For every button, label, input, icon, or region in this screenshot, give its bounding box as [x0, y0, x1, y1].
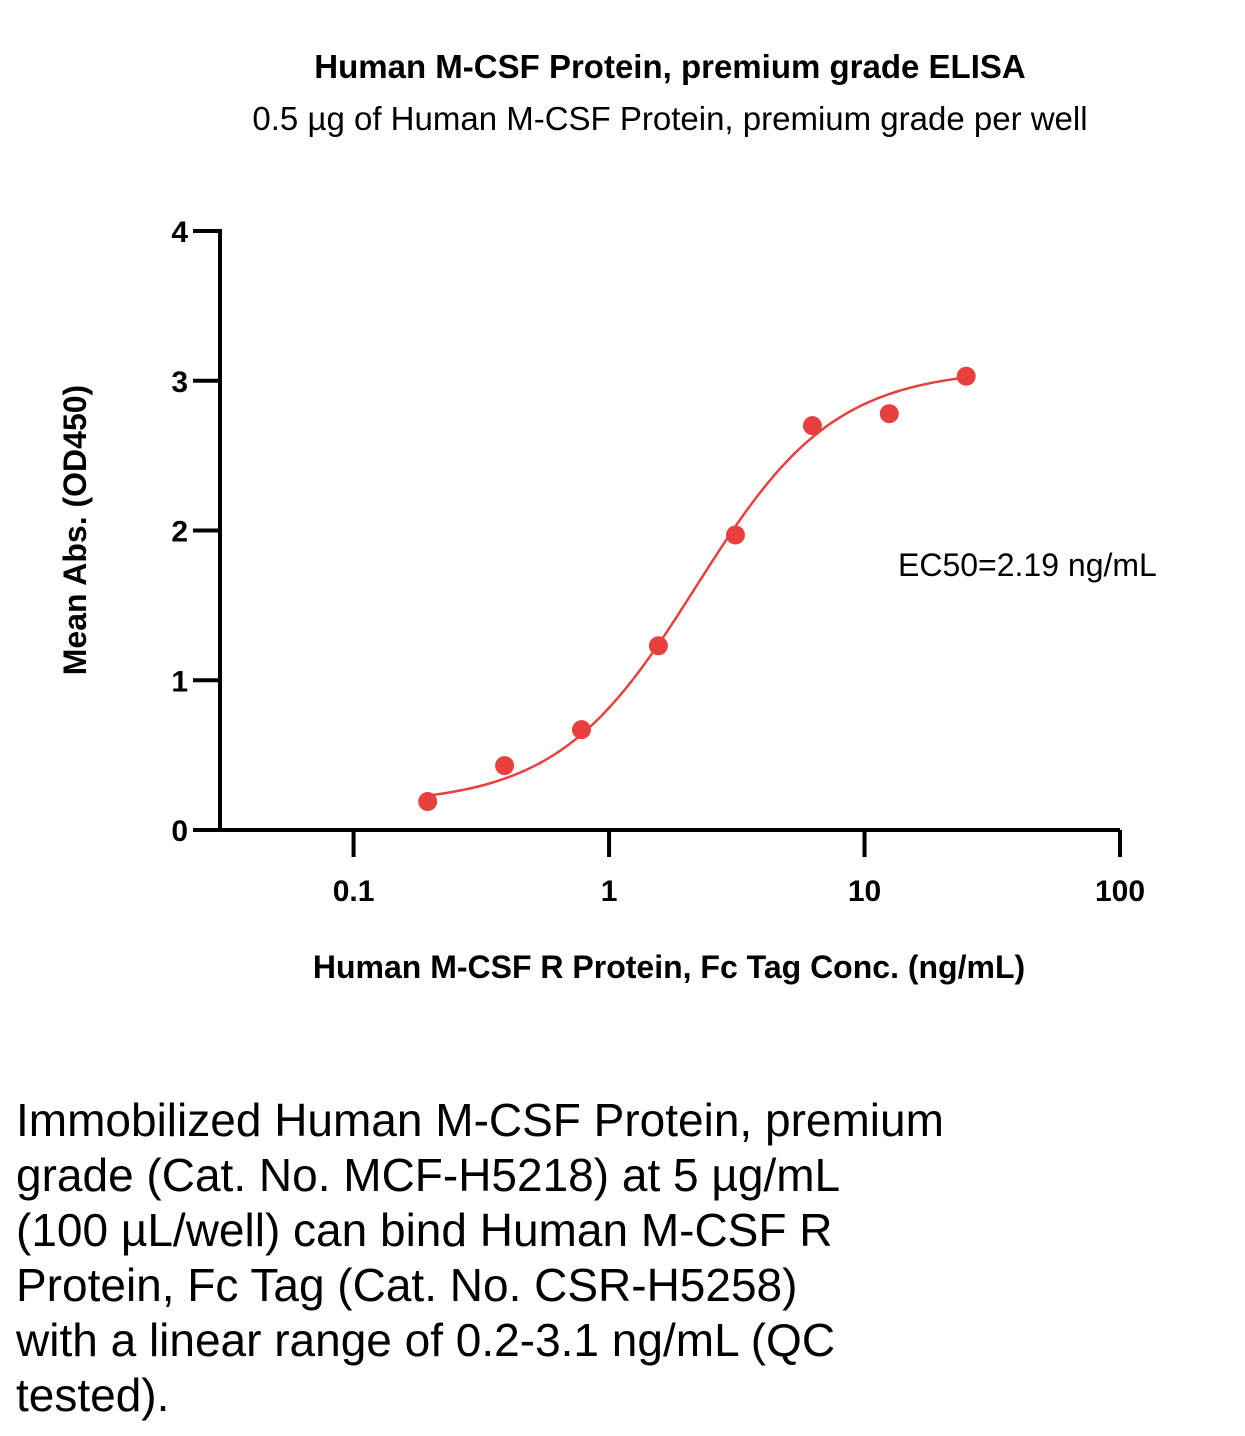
x-axis-label: Human M-CSF R Protein, Fc Tag Conc. (ng/…	[313, 949, 1025, 985]
y-tick-label: 1	[171, 665, 188, 698]
y-tick-label: 4	[171, 216, 188, 249]
caption: Immobilized Human M-CSF Protein, premium…	[16, 1094, 944, 1421]
data-point	[495, 756, 515, 776]
data-point	[725, 525, 745, 545]
y-tick-label: 2	[171, 516, 188, 549]
data-point	[879, 404, 899, 424]
fit-curve	[427, 376, 967, 797]
data-points-layer	[418, 366, 976, 812]
x-tick-label: 100	[1095, 875, 1145, 908]
x-tick-label: 10	[848, 875, 881, 908]
x-tick-label: 1	[601, 875, 618, 908]
data-point	[956, 366, 976, 386]
data-point	[571, 720, 591, 740]
axes: 0 1 2 3 4 0.1 1 10 100	[171, 216, 1145, 908]
data-point	[648, 636, 668, 656]
y-axis-label: Mean Abs. (OD450)	[57, 385, 93, 675]
y-tick-label: 3	[171, 366, 188, 399]
data-point	[418, 792, 438, 812]
elisa-chart: 0 1 2 3 4 0.1 1 10 100 Mean Abs. (OD450) Human M…	[57, 216, 1157, 985]
fit-curve-layer	[427, 376, 967, 797]
data-point	[802, 416, 822, 436]
ec50-annotation: EC50=2.19 ng/mL	[898, 547, 1157, 583]
chart-subtitle: 0.5 µg of Human M-CSF Protein, premium g…	[252, 100, 1088, 137]
y-tick-label: 0	[171, 815, 188, 848]
x-tick-label: 0.1	[333, 875, 375, 908]
chart-title: Human M-CSF Protein, premium grade ELISA	[314, 48, 1026, 85]
